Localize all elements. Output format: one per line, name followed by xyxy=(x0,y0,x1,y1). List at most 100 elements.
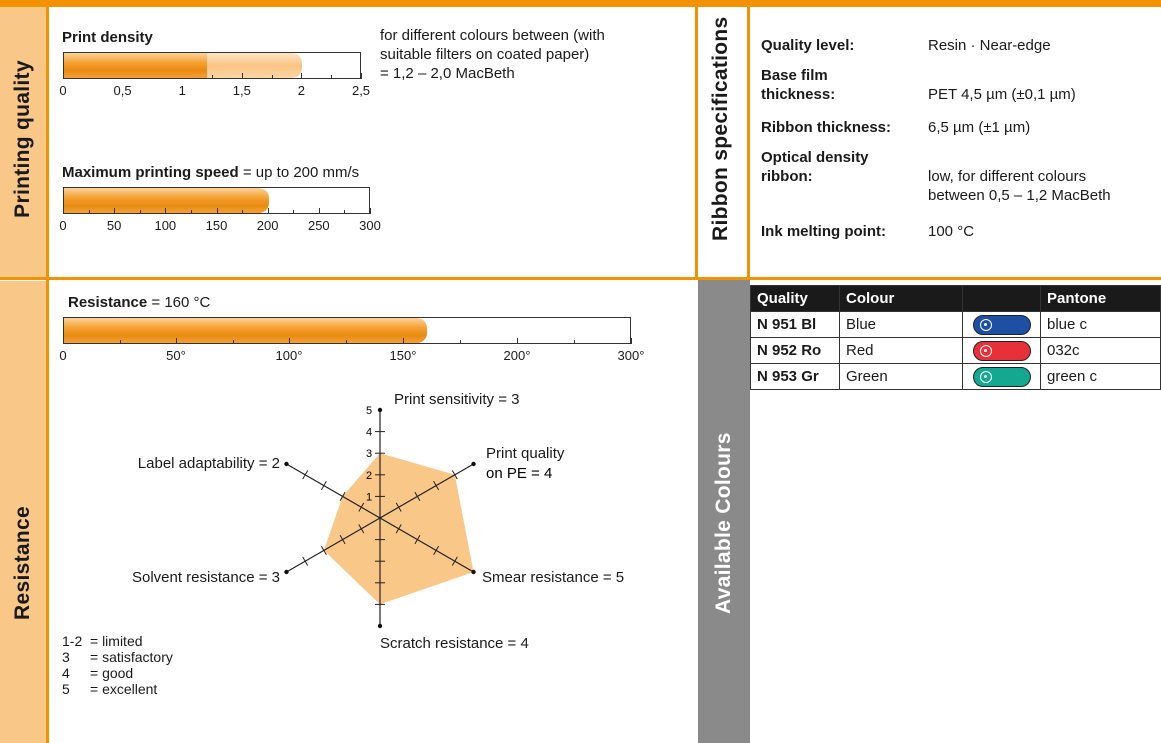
ribbon-roll-icon xyxy=(972,366,1031,387)
axis-tick-label: 100° xyxy=(275,348,303,363)
spec-ink-melting-value: 100 °C xyxy=(928,223,975,240)
print-speed-value: = up to 200 mm/s xyxy=(238,164,360,181)
axis-minor-tick xyxy=(331,75,333,79)
radar-axis-end xyxy=(471,569,476,575)
right-horizontal-divider xyxy=(695,277,1161,280)
left-horizontal-divider xyxy=(0,277,698,280)
spec-base-film-value: PET 4,5 µm (±0,1 µm) xyxy=(928,86,1076,103)
legend-text: = satisfactory xyxy=(90,649,173,665)
header-quality: Quality xyxy=(750,285,840,312)
spec-optical-density-label-line-1: Optical density xyxy=(761,149,869,166)
axis-tick xyxy=(361,73,362,79)
axis-tick-label: 1,5 xyxy=(232,83,251,98)
table-row: N 951 Bl Blue blue c xyxy=(750,311,1161,338)
print-density-note-line-2: suitable filters on coated paper) xyxy=(380,46,590,63)
axis-minor-tick xyxy=(346,340,347,344)
spec-ribbon-thickness-value: 6,5 µm (±1 µm) xyxy=(928,119,1031,136)
resistance-title: Resistance xyxy=(68,294,148,311)
radar-axis xyxy=(379,517,474,573)
axis-tick-label: 250 xyxy=(307,218,330,233)
radar-axis xyxy=(286,517,381,573)
print-density-fill xyxy=(64,53,208,78)
print-density-title: Print density xyxy=(62,29,153,46)
radar-tick xyxy=(433,481,440,491)
axis-minor-tick xyxy=(139,210,141,214)
resistance-heading: Resistance = 160 °C xyxy=(68,293,210,312)
axis-minor-tick xyxy=(232,340,234,344)
resistance-axis: 0 50° 100° 150° 200° 300° xyxy=(59,338,644,368)
right-divider xyxy=(747,7,750,280)
spec-optical-density-value-line-1: low, for different colours xyxy=(928,168,1087,185)
spec-optical-density-value-line-2: between 0,5 – 1,2 MacBeth xyxy=(928,187,1111,204)
header-pantone: Pantone xyxy=(1040,285,1161,312)
axis-tick xyxy=(631,338,632,344)
row-colour: Green xyxy=(839,363,963,390)
radar-scale-label: 5 xyxy=(366,405,372,417)
radar-axis-end xyxy=(377,407,383,413)
axis-tick-label: 300 xyxy=(359,218,381,233)
axis-tick-label: 100 xyxy=(154,218,177,233)
axis-minor-tick xyxy=(271,75,273,79)
axis-tick-label: 0 xyxy=(59,83,67,98)
row-colour: Red xyxy=(839,337,963,364)
print-density-range xyxy=(197,53,303,78)
axis-minor-tick xyxy=(293,210,295,214)
spec-optical-density-value: low, for different colours between 0,5 –… xyxy=(928,167,1111,205)
print-density-note: for different colours between (with suit… xyxy=(380,26,605,83)
ribbon-roll-icon xyxy=(972,314,1031,335)
header-colour: Colour xyxy=(839,285,963,312)
radar-axis-label: Label adaptability = 2 xyxy=(138,455,280,472)
radar-tick xyxy=(320,481,327,491)
radar-tick xyxy=(358,524,365,534)
radar-scale-label: 1 xyxy=(366,491,372,503)
axis-tick xyxy=(267,208,269,214)
radar-tick xyxy=(414,491,421,501)
radar-axis-label: Scratch resistance = 4 xyxy=(380,635,529,652)
print-speed-title: Maximum printing speed xyxy=(62,164,239,181)
axis-tick-label: 2 xyxy=(297,83,306,98)
axis-tick-label: 0 xyxy=(59,348,67,363)
radar-axis-label: on PE = 4 xyxy=(486,465,552,482)
legend-key: 4 xyxy=(62,665,70,681)
axis-minor-tick xyxy=(119,340,121,344)
axis-minor-tick xyxy=(344,210,346,214)
resistance-label: Resistance xyxy=(11,506,34,620)
legend-item: 5 = excellent xyxy=(62,681,173,697)
header-swatch xyxy=(962,285,1041,312)
print-density-note-line-1: for different colours between (with xyxy=(380,27,605,44)
legend-key: 1-2 xyxy=(62,633,83,649)
radar-axis-label: Solvent resistance = 3 xyxy=(132,569,280,586)
axis-tick-label: 2,5 xyxy=(351,83,371,98)
row-swatch xyxy=(962,363,1041,390)
print-speed-heading: Maximum printing speed = up to 200 mm/s xyxy=(62,163,359,182)
axis-minor-tick xyxy=(88,210,90,214)
radar-tick xyxy=(451,556,458,566)
axis-tick-label: 0,5 xyxy=(113,83,132,98)
radar-tick xyxy=(451,470,458,480)
axis-tick xyxy=(301,73,303,79)
legend-text: = good xyxy=(90,665,134,681)
printing-quality-label: Printing quality xyxy=(11,60,34,218)
radar-tick xyxy=(339,491,346,501)
axis-minor-tick xyxy=(460,340,461,344)
axis-tick-label: 150° xyxy=(389,348,417,363)
top-accent-bar xyxy=(0,0,1161,7)
legend-item: 4 = good xyxy=(62,665,173,681)
resistance-sidebar: Resistance xyxy=(0,281,46,743)
row-pantone: 032c xyxy=(1040,337,1161,364)
axis-tick xyxy=(176,338,177,344)
radar-scale-label: 2 xyxy=(366,470,372,482)
row-colour: Blue xyxy=(839,311,963,338)
axis-tick xyxy=(63,208,64,214)
axis-tick-label: 0 xyxy=(59,218,67,233)
table-row: N 952 Ro Red 032c xyxy=(750,337,1161,364)
radar-tick xyxy=(302,556,309,566)
legend-item: 1-2 = limited xyxy=(62,633,173,649)
row-quality: N 951 Bl xyxy=(750,311,840,338)
radar-axis-end xyxy=(284,569,289,575)
axis-tick-label: 50 xyxy=(106,218,122,233)
spec-quality-level-label: Quality level: xyxy=(761,37,855,54)
radar-tick xyxy=(302,470,309,480)
ribbon-specs-sidebar xyxy=(698,7,750,277)
radar-tick xyxy=(339,535,346,545)
